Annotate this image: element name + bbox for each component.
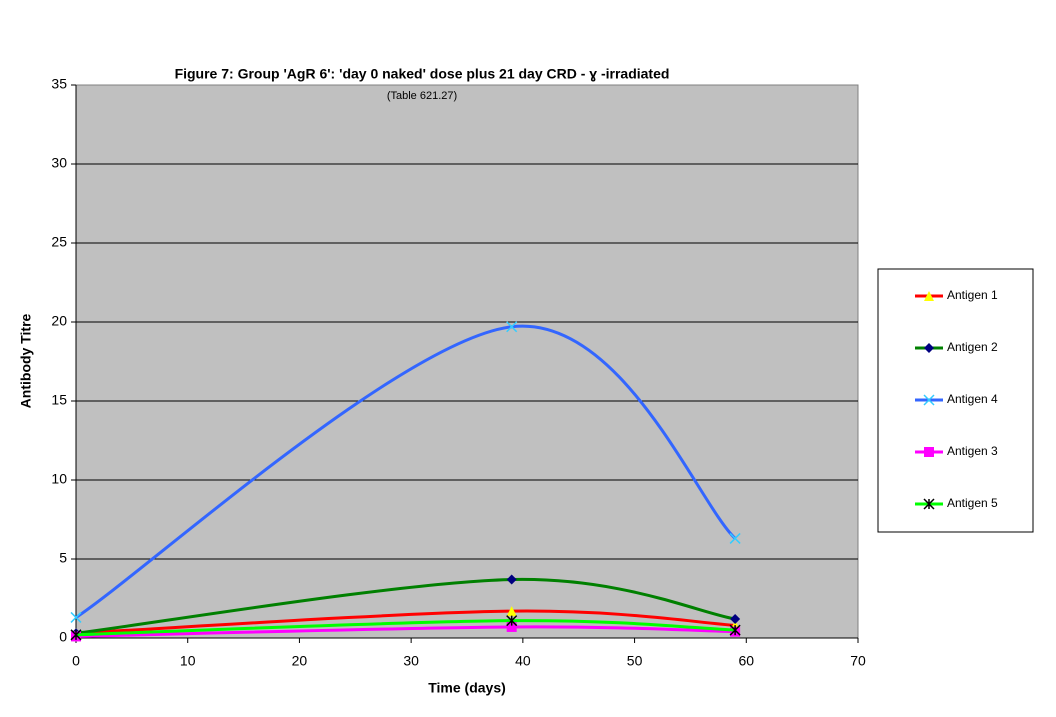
data-point [70,611,82,623]
legend-label: Antigen 3 [947,444,998,458]
x-tick-label: 70 [850,653,866,669]
legend-marker [924,343,934,353]
data-point [506,606,517,617]
series-line [75,578,736,635]
data-point [506,615,518,627]
x-tick-label: 40 [515,653,531,669]
legend-marker [923,394,935,406]
legend-label: Antigen 5 [947,496,998,510]
series-line [75,324,737,619]
x-tick-label: 30 [403,653,419,669]
legend-label: Antigen 2 [947,340,998,354]
chart-title: Figure 7: Group 'AgR 6': 'day 0 naked' d… [175,66,670,82]
x-tick-label: 0 [72,653,80,669]
chart-subtitle: (Table 621.27) [387,90,457,102]
x-tick-label: 50 [627,653,643,669]
y-tick-label: 25 [51,234,67,250]
legend-marker [924,291,934,301]
x-tick-label: 10 [180,653,196,669]
series-line [75,609,736,635]
data-point [730,614,741,625]
y-tick-label: 10 [51,471,67,487]
y-tick-label: 35 [51,76,67,92]
series-line [75,619,736,637]
data-point [506,321,518,333]
legend-marker [924,447,934,457]
legend-label: Antigen 4 [947,392,998,406]
legend-marker [923,498,935,510]
legend-label: Antigen 1 [947,288,998,302]
y-tick-label: 0 [59,629,67,645]
x-tick-label: 20 [292,653,308,669]
y-axis-label: Antibody Titre [18,313,34,408]
plot-area [75,84,859,639]
y-tick-label: 15 [51,392,67,408]
series-line [75,625,736,638]
data-point [506,621,517,632]
data-point [506,574,517,585]
y-tick-label: 5 [59,550,67,566]
data-point [70,629,82,641]
data-point [729,532,741,544]
data-point [729,624,741,636]
y-tick-label: 30 [51,155,67,171]
x-tick-label: 60 [738,653,754,669]
legend [877,268,1034,533]
x-axis-label: Time (days) [428,680,506,696]
y-tick-label: 20 [51,313,67,329]
